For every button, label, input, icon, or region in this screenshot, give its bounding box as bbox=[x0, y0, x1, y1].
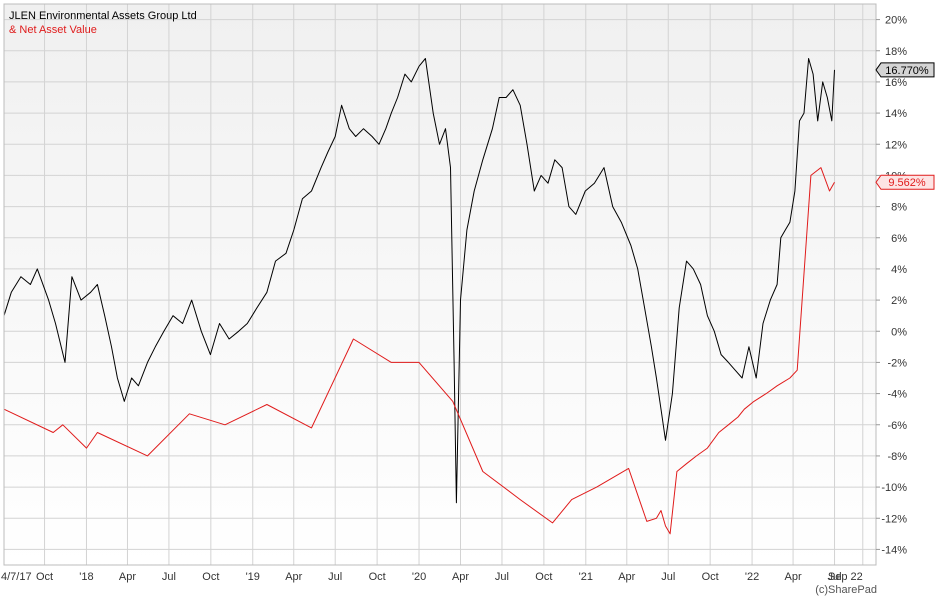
share-price-discount-line bbox=[3, 58, 835, 504]
last-value-labels: 16.770% 9.562% bbox=[875, 62, 935, 190]
x-tick-label: Oct bbox=[202, 571, 219, 583]
x-tick-label: Oct bbox=[535, 571, 552, 583]
x-tick-label: Apr bbox=[618, 571, 635, 583]
y-tick-label: 18% bbox=[885, 46, 907, 58]
net-asset-value-line bbox=[3, 167, 835, 535]
y-tick-label: -12% bbox=[881, 513, 907, 525]
x-tick-label: '22 bbox=[745, 571, 759, 583]
chart-subtitle: & Net Asset Value bbox=[9, 24, 97, 36]
axis-labels: -14%-12%-10%-8%-6%-4%-2%0%2%4%6%8%10%12%… bbox=[1, 15, 907, 583]
chart-title: JLEN Environmental Assets Group Ltd bbox=[9, 10, 197, 22]
plot-frame bbox=[3, 3, 877, 566]
x-tick-label: Oct bbox=[702, 571, 719, 583]
y-tick-label: 20% bbox=[885, 15, 907, 27]
x-tick-label: Jul bbox=[828, 571, 842, 583]
y-tick-label: 6% bbox=[891, 233, 907, 245]
value-flag-text: 16.770% bbox=[885, 65, 929, 77]
y-tick-label: 8% bbox=[891, 202, 907, 214]
series-lines bbox=[3, 58, 835, 535]
y-tick-label: 14% bbox=[885, 108, 907, 120]
y-tick-label: 12% bbox=[885, 139, 907, 151]
x-tick-label: '19 bbox=[246, 571, 260, 583]
plot-background bbox=[4, 4, 876, 565]
y-tick-label: -14% bbox=[881, 544, 907, 556]
nav-last-value-label: 9.562% bbox=[875, 174, 935, 190]
x-tick-label: 4/7/17 bbox=[1, 571, 32, 583]
x-tick-label: Oct bbox=[369, 571, 386, 583]
x-tick-label: Apr bbox=[285, 571, 302, 583]
x-tick-label: Jul bbox=[661, 571, 675, 583]
y-tick-label: 0% bbox=[891, 326, 907, 338]
x-tick-label: '20 bbox=[412, 571, 426, 583]
y-tick-label: -10% bbox=[881, 482, 907, 494]
x-tick-label: Jul bbox=[495, 571, 509, 583]
x-tick-label: Apr bbox=[452, 571, 469, 583]
x-tick-label: Jul bbox=[162, 571, 176, 583]
x-tick-label: Apr bbox=[119, 571, 136, 583]
value-flag bbox=[875, 174, 935, 190]
y-tick-label: 16% bbox=[885, 77, 907, 89]
y-tick-label: -6% bbox=[887, 420, 907, 432]
x-tick-label: Oct bbox=[36, 571, 53, 583]
x-tick-label: Jul bbox=[328, 571, 342, 583]
x-tick-label: '18 bbox=[79, 571, 93, 583]
y-tick-label: 2% bbox=[891, 295, 907, 307]
x-tick-label: '21 bbox=[579, 571, 593, 583]
y-tick-label: -4% bbox=[887, 389, 907, 401]
x-tick-label: Apr bbox=[785, 571, 802, 583]
value-flag-text: 9.562% bbox=[888, 177, 926, 189]
value-flag bbox=[875, 62, 935, 78]
y-tick-label: -2% bbox=[887, 357, 907, 369]
y-tick-label: 4% bbox=[891, 264, 907, 276]
credit-label: (c)SharePad bbox=[815, 584, 877, 596]
x-tick-label: Sep 22 bbox=[828, 571, 863, 583]
y-tick-label: -8% bbox=[887, 451, 907, 463]
share-price-last-value-label: 16.770% bbox=[875, 62, 935, 78]
